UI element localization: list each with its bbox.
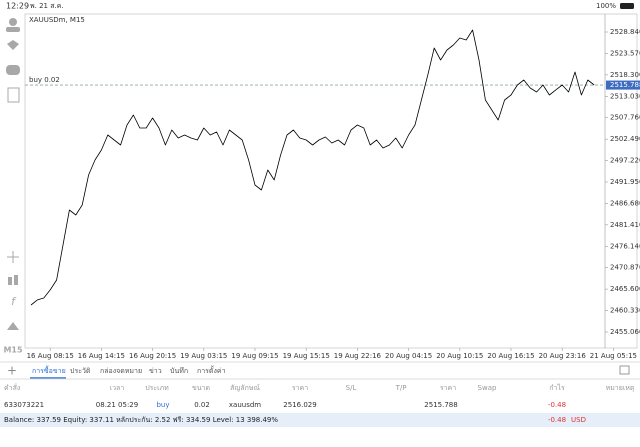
column-header: ประเภท [145, 384, 169, 392]
chat-icon[interactable] [6, 65, 20, 75]
y-tick-label: 2470.870 [610, 264, 640, 272]
status-battery: 100% [596, 2, 616, 10]
y-tick-label: 2476.140 [610, 242, 640, 250]
column-header: ขนาด [192, 384, 210, 392]
column-header: T/P [395, 384, 407, 392]
candle-icon-2 [14, 275, 18, 285]
battery-icon [620, 3, 634, 9]
indicator-icon[interactable]: f [11, 295, 17, 308]
y-tick-label: 2491.950 [610, 178, 640, 186]
x-tick-label: 19 Aug 09:15 [231, 352, 278, 360]
buy-line-label: buy 0.02 [29, 76, 60, 84]
x-tick-label: 19 Aug 03:15 [180, 352, 227, 360]
y-tick-label: 2523.570 [610, 49, 640, 57]
tab[interactable]: ประวัติ [70, 367, 91, 375]
table: คำสั่ง เวลา ประเภท ขนาด สัญลักษณ์ ราคา S/L T/P ร… [0, 383, 640, 427]
footer-bg [0, 413, 640, 427]
cell-volume: 0.02 [194, 401, 210, 409]
x-tick-label: 16 Aug 08:15 [27, 352, 74, 360]
x-tick-label: 21 Aug 05:15 [590, 352, 637, 360]
column-header: เวลา [110, 384, 125, 392]
x-tick-label: 20 Aug 23:16 [539, 352, 587, 360]
cell-order: 633073221 [4, 401, 44, 409]
tab[interactable]: กล่องจดหมาย [100, 367, 142, 375]
row-bg[interactable] [0, 398, 640, 412]
trade-icon[interactable] [7, 40, 19, 50]
tab[interactable]: การตั้งค่า [197, 364, 226, 375]
column-header: ราคา [292, 384, 308, 392]
cell-symbol: xauusdm [229, 401, 261, 409]
toolbar: f M15 [3, 18, 23, 355]
y-tick-label: 2465.600 [610, 285, 640, 293]
y-tick-label: 2486.680 [610, 199, 640, 207]
panel-icon[interactable] [619, 365, 630, 375]
currency: USD [571, 416, 586, 424]
x-tick-label: 19 Aug 15:15 [283, 352, 330, 360]
cell-type: buy [156, 401, 169, 409]
x-tick-label: 20 Aug 16:15 [487, 352, 534, 360]
column-header: ราคา [440, 384, 456, 392]
y-tick-label: 2518.300 [610, 71, 640, 79]
y-tick-label: 2455.060 [610, 328, 640, 336]
y-tick-label: 2528.840 [610, 28, 640, 36]
column-header: สัญลักษณ์ [230, 384, 260, 392]
y-tick-label: 2507.760 [610, 114, 640, 122]
objects-icon[interactable] [7, 322, 19, 330]
price-line [30, 29, 595, 306]
crosshair-icon[interactable] [7, 251, 19, 263]
x-tick-label: 20 Aug 10:15 [436, 352, 483, 360]
add-button[interactable]: + [7, 364, 17, 378]
column-header: S/L [346, 384, 357, 392]
y-tick-label: 2513.030 [610, 92, 640, 100]
tab[interactable]: การซื้อขาย [32, 364, 66, 375]
cell-open-price: 2516.029 [283, 401, 316, 409]
chart-title: XAUUSDm, M15 [29, 16, 85, 24]
chart-frame [24, 13, 638, 349]
y-tick-label: 2481.410 [610, 221, 640, 229]
account-icon[interactable] [9, 18, 17, 26]
cell-profit: -0.48 [548, 401, 566, 409]
status-time: 12:29 [6, 2, 29, 11]
cell-current-price: 2515.788 [424, 401, 457, 409]
tabs: การซื้อขาย ประวัติ กล่องจดหมาย ข่าว บันทึก กา… [30, 364, 226, 379]
y-tick-label: 2502.490 [610, 135, 640, 143]
new-order-icon[interactable] [7, 87, 20, 103]
account-icon-body [6, 27, 20, 32]
tab[interactable]: บันทึก [170, 366, 188, 375]
column-header: Swap [478, 384, 497, 392]
cell-time: 08.21 05:29 [96, 401, 138, 409]
x-tick-label: 16 Aug 14:15 [78, 352, 125, 360]
status-date: พ. 21 ส.ค. [30, 2, 64, 10]
column-header: หมายเหตุ [606, 384, 635, 392]
column-header: กำไร [549, 383, 565, 392]
tab[interactable]: ข่าว [149, 367, 162, 375]
total-profit: -0.48 [548, 416, 566, 424]
account-summary: Balance: 337.59 Equity: 337.11 หลักประกั… [4, 416, 278, 424]
chart: 2455.060 2460.330 2465.600 2470.870 2476.140… [25, 28, 640, 360]
column-header: คำสั่ง [4, 383, 20, 392]
y-tick-label: 2497.220 [610, 157, 640, 165]
candle-icon[interactable] [8, 277, 12, 285]
x-tick-label: 20 Aug 04:15 [385, 352, 432, 360]
price-tag [606, 80, 640, 90]
timeframe[interactable]: M15 [3, 346, 23, 355]
price-tag-label: 2515.788 [610, 81, 640, 89]
y-tick-label: 2460.330 [610, 307, 640, 315]
x-tick-label: 16 Aug 20:15 [129, 352, 176, 360]
x-tick-label: 19 Aug 22:16 [334, 352, 382, 360]
